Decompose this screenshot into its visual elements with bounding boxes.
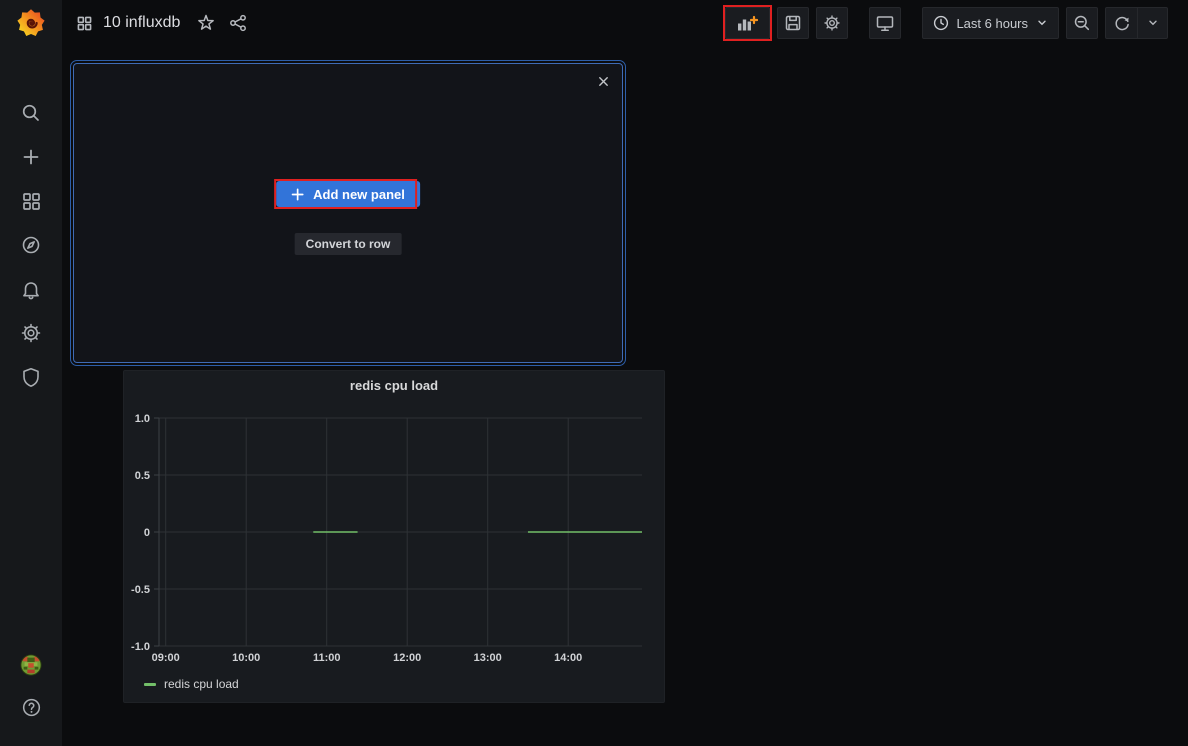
bar-chart-plus-icon	[738, 15, 759, 30]
cycle-view-mode-button[interactable]	[869, 7, 902, 39]
star-icon	[198, 14, 215, 30]
dashboard-canvas: Add new panel Convert to row redis cpu l…	[62, 46, 1188, 746]
dashboard-toolbar: Last 6 hours	[723, 5, 1168, 41]
shield-icon	[23, 368, 39, 387]
zoom-out-time-button[interactable]	[1066, 7, 1098, 39]
top-nav: 10 influxdb	[62, 0, 1188, 46]
svg-text:1.0: 1.0	[135, 413, 150, 425]
bell-icon	[23, 282, 39, 300]
breadcrumb: 10 influxdb	[76, 14, 247, 32]
svg-text:-0.5: -0.5	[131, 584, 150, 596]
refresh-interval-dropdown[interactable]	[1137, 8, 1167, 38]
svg-text:10:00: 10:00	[232, 652, 260, 664]
save-dashboard-button[interactable]	[777, 7, 810, 39]
chevron-down-icon	[1038, 20, 1046, 26]
grafana-logo-button[interactable]	[0, 0, 62, 46]
sidebar-item-help[interactable]	[20, 697, 42, 717]
monitor-icon	[877, 15, 894, 31]
plus-icon	[23, 149, 39, 165]
question-circle-icon	[22, 698, 40, 716]
search-icon	[22, 104, 39, 121]
svg-text:12:00: 12:00	[393, 652, 421, 664]
refresh-dashboard-button[interactable]	[1106, 8, 1137, 38]
compass-icon	[22, 236, 40, 254]
page-title[interactable]: 10 influxdb	[103, 14, 181, 31]
chevron-down-icon	[1148, 20, 1157, 26]
share-dashboard-button[interactable]	[229, 14, 247, 32]
new-panel-widget: Add new panel Convert to row	[70, 60, 626, 366]
time-range-picker[interactable]: Last 6 hours	[922, 7, 1059, 39]
time-range-label: Last 6 hours	[956, 15, 1028, 31]
svg-text:0: 0	[144, 527, 150, 539]
apps-icon	[77, 16, 92, 30]
search-minus-icon	[1074, 15, 1090, 31]
convert-to-row-button[interactable]: Convert to row	[294, 233, 402, 255]
sidebar-item-configuration[interactable]	[20, 323, 42, 343]
gear-icon	[824, 15, 841, 31]
chart-plot[interactable]: 1.0 0.5 0 -0.5 -1.009:00 10:00 11:00 12:00 13:00…	[124, 399, 664, 666]
toolbar-add-panel-button[interactable]	[723, 5, 773, 41]
add-new-panel-label: Add new panel	[313, 186, 405, 202]
sidebar-item-search[interactable]	[20, 103, 42, 123]
chart-legend-item[interactable]: redis cpu load	[144, 677, 239, 691]
sidebar-item-server-admin[interactable]	[20, 367, 42, 387]
save-icon	[786, 15, 801, 31]
sidebar-bottom	[20, 653, 42, 746]
sidebar-item-profile[interactable]	[20, 653, 42, 677]
chart-panel-title[interactable]: redis cpu load	[349, 377, 439, 393]
legend-series-dash	[144, 682, 156, 686]
sidebar-nav	[20, 46, 42, 387]
legend-series-label: redis cpu load	[164, 677, 239, 691]
sidebar-item-dashboards[interactable]	[20, 191, 42, 211]
clock-icon	[934, 15, 949, 31]
add-new-panel-wrap: Add new panel	[274, 179, 420, 209]
dashboard-breadcrumb-icon-button[interactable]	[76, 15, 93, 32]
apps-icon	[22, 192, 40, 210]
svg-text:14:00: 14:00	[554, 652, 582, 664]
refresh-button-group	[1105, 7, 1168, 39]
svg-text:-1.0: -1.0	[131, 641, 150, 653]
star-dashboard-button[interactable]	[197, 14, 215, 32]
svg-text:13:00: 13:00	[474, 652, 502, 664]
dashboard-settings-button[interactable]	[816, 7, 849, 39]
svg-text:09:00: 09:00	[152, 652, 180, 664]
sidebar-item-alerting[interactable]	[20, 279, 42, 300]
sidebar-item-create[interactable]	[20, 147, 42, 167]
svg-text:0.5: 0.5	[135, 470, 150, 482]
grafana-logo	[17, 9, 45, 36]
plus-icon	[291, 188, 304, 200]
chart-panel: redis cpu load 1.0 0.5 0 -0.5 -1.0 09:00 10:00…	[123, 370, 665, 703]
sidebar-item-explore[interactable]	[20, 235, 42, 255]
sync-icon	[1114, 16, 1129, 31]
share-icon	[230, 14, 247, 32]
add-new-panel-button[interactable]: Add new panel	[276, 181, 420, 207]
close-new-panel-button[interactable]	[595, 73, 611, 89]
gear-icon	[21, 323, 41, 343]
svg-text:11:00: 11:00	[313, 652, 341, 664]
sidebar	[0, 0, 62, 746]
avatar	[20, 654, 42, 676]
main-area: 10 influxdb	[62, 0, 1188, 746]
close-icon	[598, 76, 608, 86]
